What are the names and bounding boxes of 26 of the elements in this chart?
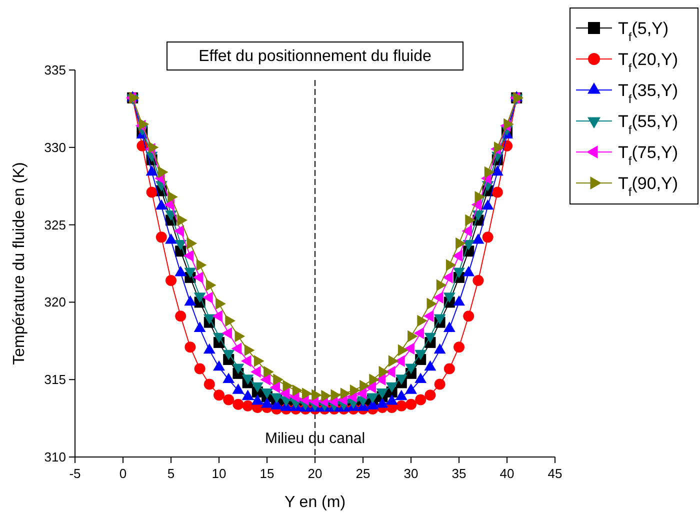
x-tick-label: 15 bbox=[260, 466, 274, 481]
x-tick-label: 40 bbox=[500, 466, 514, 481]
y-tick-label: 335 bbox=[44, 62, 66, 78]
y-tick-label: 320 bbox=[44, 294, 66, 310]
legend-label: T$_{f}$(90,Y) bbox=[618, 174, 678, 199]
y-tick-label: 310 bbox=[44, 450, 66, 464]
legend-label: T$_{f}$(20,Y) bbox=[618, 50, 678, 75]
y-tick-label: 315 bbox=[44, 372, 66, 388]
x-tick-label: 30 bbox=[404, 466, 418, 481]
legend-label: T$_{f}$(35,Y) bbox=[618, 81, 678, 106]
legend-label: T$_{f}$(75,Y) bbox=[618, 143, 678, 168]
legend-label: T$_{f}$(5,Y) bbox=[618, 19, 669, 44]
x-tick-label: 0 bbox=[119, 466, 127, 481]
x-tick-label: 10 bbox=[212, 466, 226, 481]
x-tick-label: 20 bbox=[308, 466, 322, 481]
chart-title: Effet du positionnement du fluide bbox=[198, 48, 432, 65]
legend-label: T$_{f}$(55,Y) bbox=[618, 112, 678, 137]
y-tick-label: 325 bbox=[44, 217, 66, 232]
x-tick-label: 5 bbox=[167, 466, 175, 481]
y-axis-title: Température du fluide en (K) bbox=[11, 162, 28, 365]
x-tick-label: -5 bbox=[69, 466, 81, 481]
y-tick-label: 330 bbox=[44, 140, 66, 155]
x-tick-label: 25 bbox=[356, 466, 370, 481]
x-tick-label: 35 bbox=[452, 466, 466, 481]
x-tick-label: 45 bbox=[548, 466, 562, 481]
x-axis-title: Y en (m) bbox=[284, 494, 346, 511]
